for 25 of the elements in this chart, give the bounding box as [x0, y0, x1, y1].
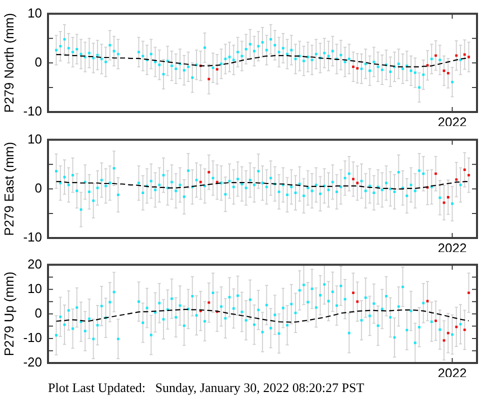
y-tick-label: 0: [34, 54, 42, 70]
point: [208, 78, 210, 80]
line-series: [56, 308, 470, 323]
y-tick-label: -10: [23, 104, 42, 119]
point: [463, 328, 466, 332]
y-axis-title: P279 East (mm): [1, 142, 16, 236]
y-tick-label: -10: [23, 330, 42, 346]
y-tick-label: -10: [23, 230, 42, 245]
point: [356, 300, 359, 303]
point: [356, 67, 359, 70]
y-tick-label: -20: [23, 354, 42, 370]
point: [455, 178, 458, 181]
point: [446, 332, 450, 334]
y-axis-title: P279 Up (mm): [1, 272, 16, 356]
point: [455, 326, 458, 328]
text: Plot Last Updated: Sunday, January 30, 2022 08:20:27 PST: [48, 380, 364, 396]
y-tick-label: 10: [28, 131, 42, 146]
y-tick-label: 0: [34, 305, 42, 320]
point: [208, 301, 210, 304]
y-axis-title: P279 North (mm): [1, 13, 16, 113]
y-tick-label: 0: [34, 180, 42, 196]
y-tick-label: 10: [28, 5, 42, 20]
y-tick-label: 10: [28, 280, 42, 296]
y-tick-label: 20: [28, 256, 42, 272]
point: [463, 53, 466, 56]
